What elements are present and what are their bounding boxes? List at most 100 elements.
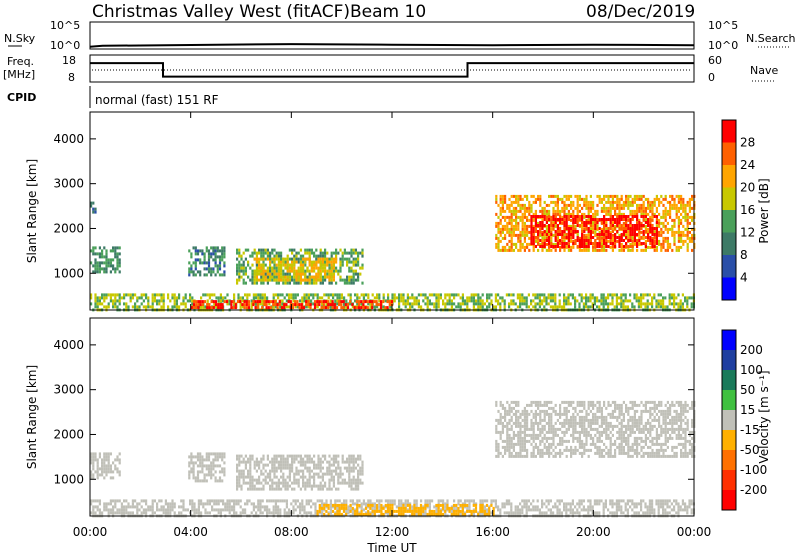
data-cell — [290, 293, 293, 297]
data-cell — [512, 206, 515, 210]
data-cell — [532, 230, 535, 233]
data-cell — [310, 248, 313, 252]
data-cell — [519, 242, 522, 246]
data-cell — [348, 481, 351, 485]
data-cell — [521, 224, 524, 228]
data-cell — [285, 502, 288, 506]
data-cell — [393, 296, 396, 300]
data-cell — [313, 472, 316, 476]
data-cell — [324, 263, 327, 267]
data-cell — [537, 221, 540, 225]
data-cell — [682, 233, 685, 237]
data-cell — [675, 230, 678, 234]
data-cell — [107, 305, 110, 309]
data-cell — [472, 293, 475, 297]
data-cell — [541, 224, 544, 227]
data-cell — [554, 221, 557, 224]
data-cell — [118, 264, 121, 268]
data-cell — [548, 227, 551, 230]
data-cell — [554, 224, 557, 228]
data-cell — [583, 224, 586, 227]
data-cell — [286, 254, 289, 258]
data-cell — [204, 511, 207, 515]
data-cell — [282, 457, 285, 461]
data-cell — [581, 227, 584, 231]
data-cell — [319, 266, 322, 270]
data-cell — [258, 257, 261, 261]
data-cell — [278, 303, 281, 307]
data-cell — [217, 499, 220, 503]
data-cell — [92, 499, 95, 503]
data-cell — [202, 505, 205, 509]
data-cell — [466, 296, 469, 300]
data-cell — [118, 508, 121, 512]
data-cell — [361, 266, 364, 270]
data-cell — [98, 296, 101, 300]
data-cell — [199, 249, 202, 253]
data-cell — [679, 299, 682, 303]
data-cell — [329, 299, 332, 303]
data-cell — [175, 296, 178, 300]
data-cell — [207, 467, 211, 471]
data-cell — [359, 472, 362, 476]
data-cell — [208, 502, 211, 506]
data-cell — [296, 303, 299, 307]
data-cell — [158, 293, 161, 297]
data-cell — [402, 299, 405, 303]
data-cell — [301, 299, 304, 303]
data-cell — [306, 248, 309, 252]
data-cell — [356, 296, 359, 300]
data-cell — [618, 224, 621, 228]
data-cell — [273, 466, 276, 470]
data-cell — [175, 299, 178, 303]
data-cell — [96, 505, 99, 509]
data-cell — [218, 452, 222, 456]
data-cell — [339, 275, 342, 279]
data-cell — [666, 209, 669, 213]
data-cell — [406, 299, 409, 303]
data-cell — [212, 461, 215, 465]
data-cell — [510, 215, 513, 219]
data-cell — [191, 302, 194, 306]
data-cell — [308, 457, 311, 461]
data-cell — [598, 305, 601, 309]
data-cell — [642, 248, 645, 252]
data-cell — [550, 194, 553, 198]
data-cell — [162, 505, 165, 509]
data-cell — [283, 303, 286, 307]
data-cell — [359, 454, 362, 458]
data-cell — [167, 505, 170, 509]
data-cell — [352, 269, 355, 273]
data-cell — [324, 306, 328, 310]
data-cell — [640, 206, 643, 210]
data-cell — [620, 245, 623, 249]
data-cell — [295, 275, 298, 279]
data-cell — [331, 306, 334, 310]
data-cell — [558, 508, 561, 512]
data-cell — [328, 460, 331, 464]
data-cell — [303, 293, 306, 297]
data-cell — [550, 248, 553, 252]
data-cell — [604, 299, 607, 303]
data-cell — [294, 305, 297, 309]
data-cell — [203, 476, 206, 480]
data-cell — [147, 302, 150, 306]
data-cell — [629, 203, 632, 207]
data-cell — [620, 194, 623, 198]
data-cell — [402, 296, 405, 300]
data-cell — [638, 227, 641, 230]
data-cell — [335, 248, 338, 252]
data-cell — [565, 212, 568, 216]
data-cell — [184, 302, 187, 306]
data-cell — [280, 463, 283, 467]
data-cell — [398, 305, 401, 309]
data-cell — [283, 499, 286, 503]
data-cell — [600, 296, 603, 300]
data-cell — [521, 302, 524, 306]
data-cell — [605, 221, 608, 225]
data-cell — [260, 487, 263, 491]
data-cell — [620, 302, 623, 306]
data-cell — [203, 261, 206, 265]
data-cell — [600, 299, 603, 303]
data-cell — [277, 260, 280, 264]
